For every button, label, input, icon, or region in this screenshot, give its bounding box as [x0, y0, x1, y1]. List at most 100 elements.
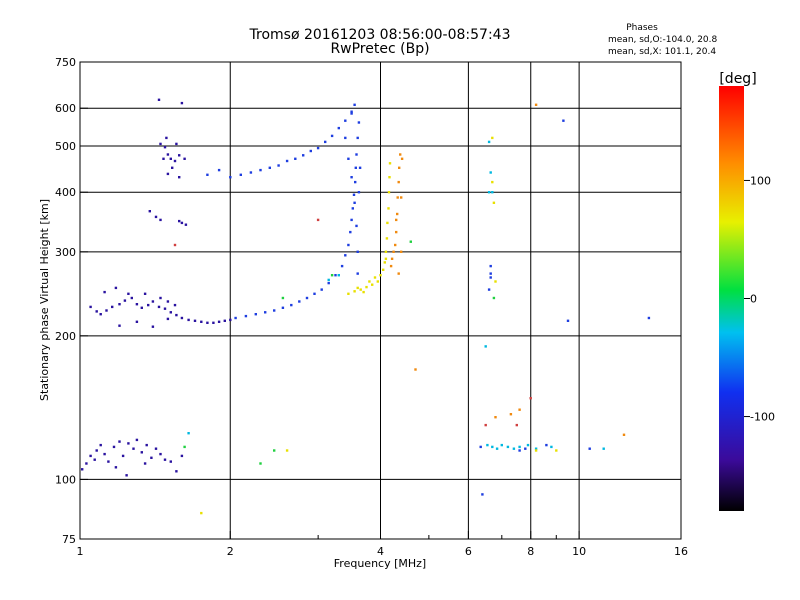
data-point — [143, 462, 147, 465]
data-point — [175, 470, 178, 473]
data-point — [159, 142, 162, 146]
data-point — [622, 433, 626, 436]
data-point — [193, 319, 197, 322]
data-point — [294, 157, 297, 160]
data-point — [162, 157, 165, 160]
data-point — [302, 154, 305, 157]
data-point — [169, 311, 172, 314]
data-point — [125, 474, 128, 477]
data-point — [397, 180, 400, 184]
data-point — [588, 447, 591, 450]
data-point — [389, 264, 393, 268]
data-point — [489, 171, 492, 174]
data-point — [414, 368, 417, 371]
data-point — [264, 311, 267, 314]
y-tick-label: 300 — [55, 246, 76, 259]
data-point — [187, 432, 190, 435]
data-point — [229, 176, 232, 179]
data-point — [518, 449, 521, 452]
data-point — [330, 274, 334, 277]
chart-title: Tromsø 20161203 08:56:00-08:57:43 — [249, 27, 511, 43]
data-point — [376, 280, 379, 283]
data-point — [396, 196, 399, 199]
data-point — [344, 136, 347, 140]
y-tick-label: 400 — [55, 186, 76, 199]
data-point — [550, 445, 553, 449]
data-point — [489, 264, 492, 268]
data-point — [135, 320, 139, 323]
data-point — [394, 243, 397, 247]
colorbar — [719, 86, 744, 511]
data-point — [180, 221, 184, 225]
data-point — [132, 447, 135, 450]
data-point — [344, 119, 347, 122]
data-point — [217, 320, 221, 323]
data-point — [118, 303, 121, 306]
data-point — [150, 456, 153, 459]
data-point — [183, 445, 186, 449]
data-point — [515, 423, 518, 427]
data-point — [647, 316, 651, 320]
data-point — [99, 313, 102, 316]
data-point — [487, 191, 491, 194]
data-point — [285, 159, 289, 163]
data-point — [305, 296, 309, 300]
data-point — [489, 272, 492, 275]
data-point — [173, 303, 177, 307]
x-tick-label: 2 — [227, 545, 234, 558]
data-point — [159, 296, 162, 300]
data-point — [81, 468, 84, 471]
data-point — [327, 278, 330, 282]
data-point — [357, 191, 361, 194]
y-tick-label: 600 — [55, 102, 76, 115]
data-point — [95, 449, 98, 452]
data-point — [229, 318, 232, 322]
data-point — [494, 280, 497, 283]
data-point — [93, 458, 96, 461]
data-point — [165, 136, 168, 140]
data-point — [212, 321, 215, 324]
data-point — [509, 413, 513, 416]
data-point — [356, 136, 359, 140]
data-point — [555, 449, 558, 452]
data-point — [180, 101, 184, 105]
data-point — [350, 218, 353, 222]
data-point — [140, 451, 143, 454]
data-point — [200, 320, 203, 323]
data-point — [368, 280, 371, 283]
data-point — [163, 146, 167, 149]
data-point — [494, 416, 497, 419]
data-point — [298, 300, 301, 303]
data-point — [273, 449, 276, 452]
data-points — [81, 98, 651, 515]
data-point — [145, 443, 148, 447]
data-point — [487, 288, 491, 291]
data-point — [340, 264, 344, 268]
x-tick-label: 6 — [465, 545, 472, 558]
data-point — [157, 305, 161, 309]
data-point — [400, 250, 403, 253]
data-point — [127, 292, 130, 295]
data-point — [206, 321, 209, 324]
data-point — [259, 168, 262, 172]
data-point — [349, 230, 352, 234]
data-point — [379, 274, 382, 277]
data-point — [353, 290, 356, 293]
data-point — [492, 296, 496, 300]
data-point — [371, 283, 374, 286]
data-point — [481, 493, 484, 496]
data-point — [352, 193, 356, 196]
data-point — [386, 221, 389, 225]
legend-line-o: mean, sd,O:-104.0, 20.8 — [608, 35, 718, 45]
data-point — [392, 250, 395, 253]
data-point — [495, 447, 499, 450]
data-point — [316, 218, 320, 222]
data-point — [180, 454, 184, 458]
legend-title: Phases — [626, 23, 658, 33]
axis-ticks: 1 2 4 6 8 10 16 75 100 200 300 400 500 600 750 — [55, 56, 688, 558]
data-point — [602, 447, 605, 450]
data-point — [395, 218, 398, 222]
data-point — [277, 164, 280, 167]
data-point — [518, 445, 521, 449]
data-point — [512, 447, 516, 450]
